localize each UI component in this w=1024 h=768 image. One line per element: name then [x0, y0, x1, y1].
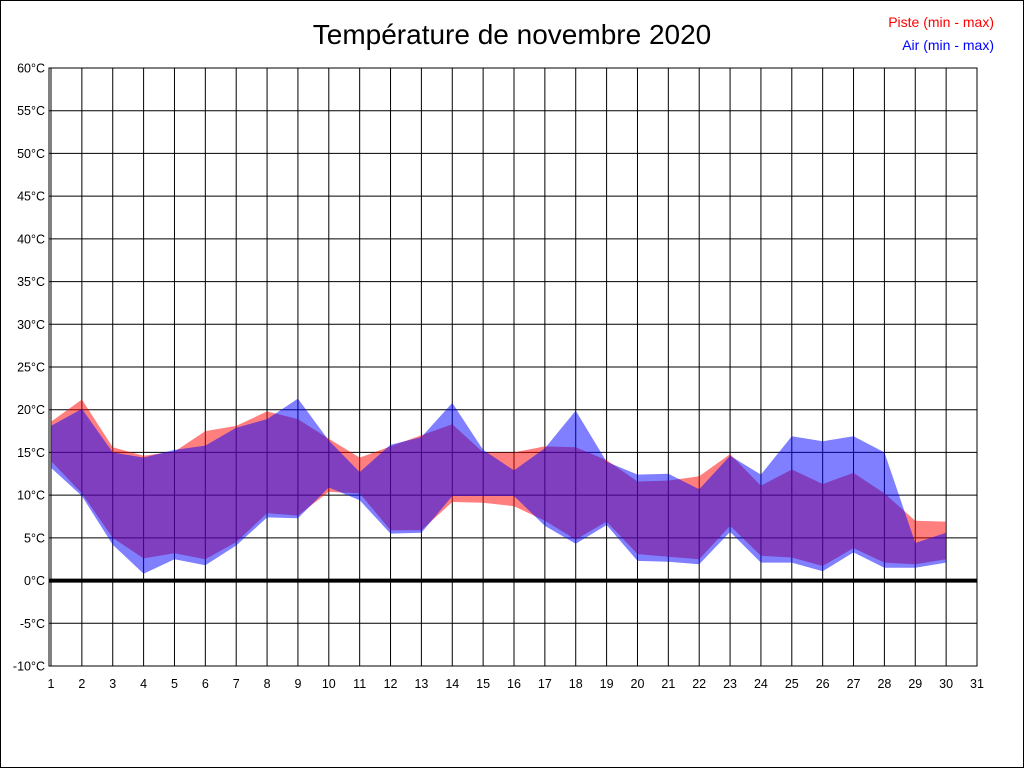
y-tick-label: 30°C — [17, 318, 45, 332]
x-tick-label: 17 — [538, 677, 552, 691]
x-tick-label: 15 — [476, 677, 490, 691]
y-tick-label: 60°C — [17, 62, 45, 76]
x-tick-label: 12 — [384, 677, 398, 691]
x-tick-label: 16 — [507, 677, 521, 691]
plot-border — [48, 67, 978, 667]
chart-title: Température de novembre 2020 — [312, 19, 712, 50]
y-tick-label: 45°C — [17, 190, 45, 204]
x-tick-label: 2 — [78, 677, 85, 691]
y-tick-label: 20°C — [17, 403, 45, 417]
y-tick-label: 40°C — [17, 232, 45, 246]
y-tick-label: 35°C — [17, 275, 45, 289]
x-tick-label: 9 — [294, 677, 301, 691]
legend: Piste (min - max) Air (min - max) — [888, 11, 994, 57]
y-axis-labels: 60°C 55°C 50°C 45°C 40°C 35°C 30°C 25°C 20°C 15°C… — [13, 62, 45, 674]
legend-item-air: Air (min - max) — [902, 37, 994, 53]
x-tick-label: 6 — [202, 677, 209, 691]
x-tick-label: 23 — [723, 677, 737, 691]
x-tick-label: 25 — [785, 677, 799, 691]
x-tick-label: 4 — [140, 677, 147, 691]
y-tick-label: 55°C — [17, 104, 45, 118]
y-tick-label: 0°C — [24, 574, 45, 588]
y-tick-label: 25°C — [17, 361, 45, 375]
air-band — [51, 398, 947, 574]
x-tick-label: 7 — [233, 677, 240, 691]
y-tick-label: 10°C — [17, 489, 45, 503]
x-tick-label: 22 — [692, 677, 706, 691]
x-tick-label: 19 — [600, 677, 614, 691]
x-tick-label: 27 — [847, 677, 861, 691]
grid — [49, 67, 978, 667]
x-tick-label: 20 — [631, 677, 645, 691]
y-tick-label: 50°C — [17, 147, 45, 161]
x-tick-label: 1 — [48, 677, 55, 691]
x-tick-label: 21 — [661, 677, 675, 691]
x-tick-label: 18 — [569, 677, 583, 691]
y-tick-label: -5°C — [20, 617, 45, 631]
x-tick-label: 10 — [322, 677, 336, 691]
legend-item-piste: Piste (min - max) — [888, 14, 994, 30]
x-tick-label: 13 — [414, 677, 428, 691]
x-tick-label: 24 — [754, 677, 768, 691]
x-tick-label: 29 — [908, 677, 922, 691]
x-tick-label: 8 — [264, 677, 271, 691]
x-tick-label: 30 — [939, 677, 953, 691]
x-tick-label: 5 — [171, 677, 178, 691]
y-tick-label: 5°C — [24, 531, 45, 545]
y-tick-label: 15°C — [17, 446, 45, 460]
x-tick-label: 31 — [970, 677, 984, 691]
x-tick-label: 11 — [353, 677, 366, 691]
x-tick-label: 14 — [445, 677, 459, 691]
x-tick-label: 26 — [816, 677, 830, 691]
x-tick-label: 28 — [877, 677, 891, 691]
x-axis-labels: 1 2 3 4 5 6 7 8 9 10 11 12 13 14 15 16 17 18 19 20 21 22 23 24 2… — [48, 677, 984, 691]
x-tick-label: 3 — [109, 677, 116, 691]
y-tick-label: -10°C — [13, 660, 45, 674]
